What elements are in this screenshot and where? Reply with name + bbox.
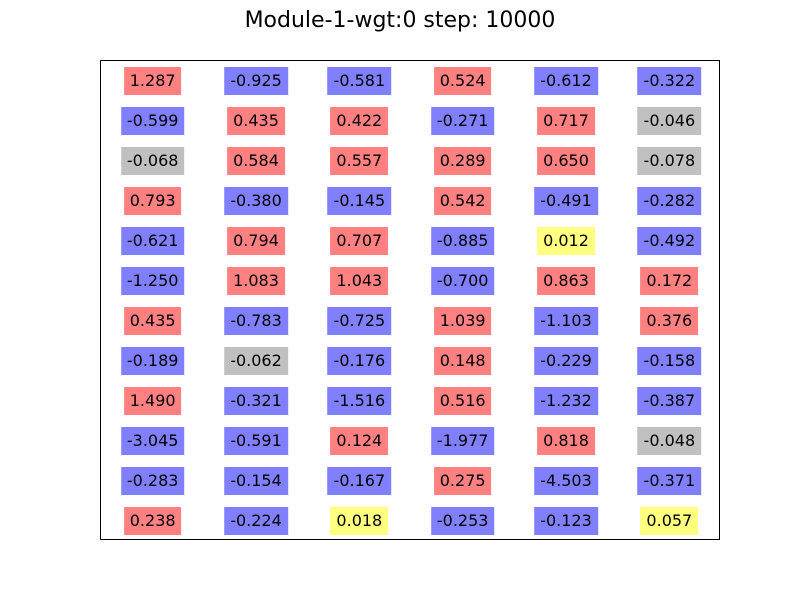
value-cell: -0.925 — [224, 67, 288, 95]
value-cell: 0.717 — [537, 107, 595, 135]
value-cell: 0.435 — [227, 107, 285, 135]
value-cell: -4.503 — [534, 467, 598, 495]
value-cell: 0.524 — [433, 67, 492, 95]
value-cell: 0.707 — [330, 227, 389, 255]
value-cell: 1.043 — [330, 267, 389, 295]
value-cell: -0.387 — [637, 387, 702, 415]
value-cell: -0.068 — [120, 147, 185, 175]
value-cell: -1.250 — [120, 267, 185, 295]
value-cell: 0.238 — [123, 507, 182, 535]
value-cell: 1.490 — [123, 387, 182, 415]
value-cell: 1.083 — [227, 267, 285, 295]
value-cell: -0.176 — [327, 347, 392, 375]
value-cell: -1.977 — [430, 427, 495, 455]
value-cell: -0.154 — [224, 467, 288, 495]
value-cell: 0.124 — [330, 427, 389, 455]
value-cell: -1.516 — [327, 387, 392, 415]
value-cell: -0.885 — [430, 227, 495, 255]
value-cell: 0.172 — [640, 267, 699, 295]
value-cell: -0.167 — [327, 467, 392, 495]
value-cell: 0.012 — [537, 227, 595, 255]
value-cell: 0.516 — [433, 387, 492, 415]
value-cell: -0.048 — [637, 427, 702, 455]
value-cell: 0.289 — [433, 147, 492, 175]
value-cell: -0.322 — [637, 67, 702, 95]
value-cell: 0.542 — [433, 187, 492, 215]
value-cell: -1.103 — [534, 307, 598, 335]
value-cell: -0.229 — [534, 347, 598, 375]
value-cell: -0.046 — [637, 107, 702, 135]
value-cell: 0.422 — [330, 107, 389, 135]
value-cell: 1.039 — [433, 307, 492, 335]
value-cell: -0.581 — [327, 67, 392, 95]
value-cell: -0.283 — [120, 467, 185, 495]
value-cell: 0.057 — [640, 507, 699, 535]
value-cell: -0.612 — [534, 67, 598, 95]
value-cell: 0.435 — [123, 307, 182, 335]
chart-title: Module-1-wgt:0 step: 10000 — [244, 8, 556, 33]
value-cell: -0.123 — [534, 507, 598, 535]
value-cell: -0.725 — [327, 307, 392, 335]
value-cell: -0.282 — [637, 187, 702, 215]
value-cell: 0.557 — [330, 147, 389, 175]
value-cell: -0.253 — [430, 507, 495, 535]
value-cell: -0.700 — [430, 267, 495, 295]
value-cell: 0.650 — [537, 147, 595, 175]
value-cell: 0.376 — [640, 307, 699, 335]
value-cell: -0.321 — [224, 387, 288, 415]
value-cell: 0.794 — [227, 227, 285, 255]
value-cell: -0.158 — [637, 347, 702, 375]
value-cell: -0.062 — [224, 347, 288, 375]
value-cell: -0.599 — [120, 107, 185, 135]
value-cell: 0.148 — [433, 347, 492, 375]
value-cell: -1.232 — [534, 387, 598, 415]
value-cell: -0.491 — [534, 187, 598, 215]
value-cell: 0.793 — [123, 187, 182, 215]
value-cell: -0.224 — [224, 507, 288, 535]
value-cell: -0.189 — [120, 347, 185, 375]
value-cell: -0.145 — [327, 187, 392, 215]
weight-grid: 1.287 -0.925 -0.581 0.524 -0.612 -0.322 -0.599… — [100, 60, 720, 540]
value-cell: 0.018 — [330, 507, 389, 535]
value-cell: -0.621 — [120, 227, 185, 255]
value-cell: -0.078 — [637, 147, 702, 175]
value-cell: -0.271 — [430, 107, 495, 135]
value-cell: 1.287 — [123, 67, 182, 95]
value-cell: -0.591 — [224, 427, 288, 455]
value-cell: 0.863 — [537, 267, 595, 295]
value-cell: -0.783 — [224, 307, 288, 335]
value-cell: -0.371 — [637, 467, 702, 495]
value-cell: 0.275 — [433, 467, 492, 495]
value-cell: -3.045 — [120, 427, 185, 455]
value-cell: 0.818 — [537, 427, 595, 455]
value-cell: -0.492 — [637, 227, 702, 255]
value-cell: -0.380 — [224, 187, 288, 215]
value-cell: 0.584 — [227, 147, 285, 175]
